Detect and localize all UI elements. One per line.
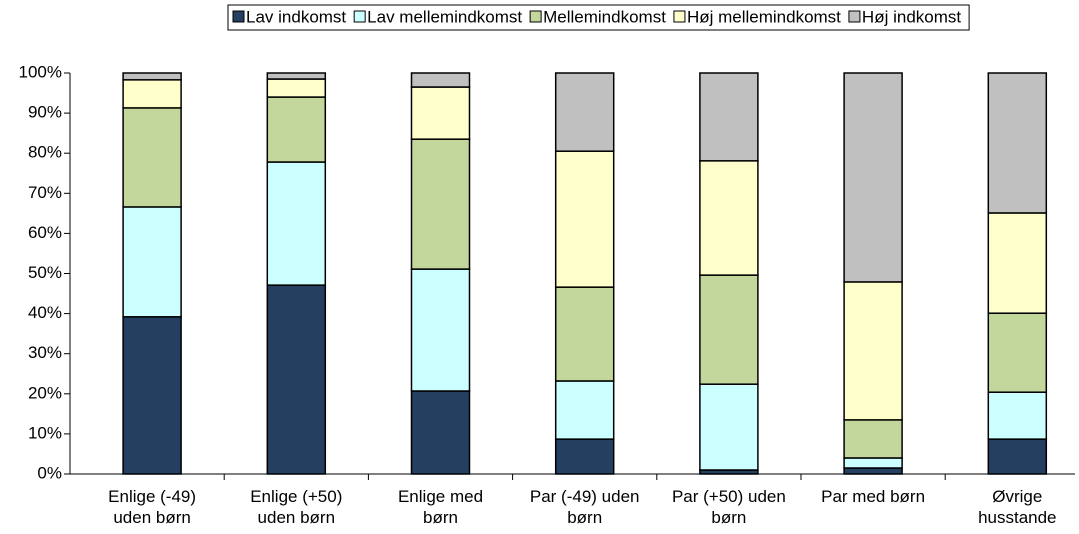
x-tick-label-line: husstande xyxy=(978,508,1056,527)
bar-segment xyxy=(699,383,759,471)
bar-segment xyxy=(554,438,615,475)
bar-segment xyxy=(987,312,1048,393)
bar-segment xyxy=(554,150,615,288)
bar-segment xyxy=(266,78,327,98)
x-tick-label-line: Par (+50) uden xyxy=(672,487,786,506)
x-tick-label-line: Enlige med xyxy=(398,487,483,506)
y-tick-label: 100% xyxy=(19,62,62,81)
legend-label: Høj indkomst xyxy=(862,7,961,26)
bar-segment xyxy=(122,79,182,109)
legend-box xyxy=(227,4,970,31)
bar-segment xyxy=(843,457,903,469)
x-tick-label: Enlige (-49) uden børn xyxy=(108,487,196,527)
x-tick-label: Par med børn xyxy=(821,487,925,506)
x-tick-label-line: børn xyxy=(711,508,746,527)
y-tick-label: 20% xyxy=(28,383,62,402)
y-tick-label: 70% xyxy=(28,183,62,202)
bar-segment xyxy=(554,72,615,152)
bar-segment xyxy=(843,72,903,283)
bar-segment xyxy=(266,161,327,286)
bar-segment xyxy=(987,212,1048,314)
legend-swatch xyxy=(353,10,366,23)
bar-segment xyxy=(699,72,759,162)
y-tick-label: 10% xyxy=(28,423,62,442)
bar-segment xyxy=(122,107,182,208)
x-tick-label-line: Enlige (-49) xyxy=(108,487,196,506)
y-tick-label: 60% xyxy=(28,223,62,242)
bar-segment xyxy=(410,268,471,392)
x-tick-label-line: uden børn xyxy=(113,508,191,527)
bar-segment xyxy=(122,206,182,318)
y-tick-label: 50% xyxy=(28,263,62,282)
x-tick-label-line: Par (-49) uden xyxy=(530,487,640,506)
bar-segment xyxy=(266,96,327,163)
legend-swatch xyxy=(529,10,542,23)
x-tick-label-line: Par med børn xyxy=(821,487,925,506)
legend-label: Høj mellemindkomst xyxy=(687,7,841,26)
legend-label: Lav indkomst xyxy=(246,7,346,26)
x-tick-label-line: børn xyxy=(423,508,458,527)
bar-segment xyxy=(699,274,759,385)
x-tick-label: Øvrige husstande xyxy=(978,487,1056,527)
legend-label: Mellemindkomst xyxy=(543,7,666,26)
bar-segment xyxy=(410,86,471,140)
bar-segment xyxy=(987,72,1048,214)
bar-segment xyxy=(122,72,182,81)
bar-segment xyxy=(843,419,903,459)
legend-swatch xyxy=(673,10,686,23)
y-tick-label: 30% xyxy=(28,343,62,362)
bar-segment xyxy=(266,72,327,80)
y-tick-label: 40% xyxy=(28,303,62,322)
legend-swatch xyxy=(232,10,245,23)
x-tick-label-line: Enlige (+50) xyxy=(250,487,342,506)
bar-segment xyxy=(987,391,1048,440)
legend-label: Lav mellemindkomst xyxy=(367,7,522,26)
legend-swatch xyxy=(848,10,861,23)
bar-segment xyxy=(987,438,1048,475)
y-tick-label: 90% xyxy=(28,103,62,122)
bar-segment xyxy=(410,138,471,270)
bar-segment xyxy=(122,316,182,475)
bar-segment xyxy=(843,281,903,421)
x-tick-label: Par (-49) uden børn xyxy=(530,487,640,527)
bar-segment xyxy=(554,380,615,440)
y-tick-label: 0% xyxy=(37,463,62,482)
y-tick-label: 80% xyxy=(28,143,62,162)
bar-segment xyxy=(699,160,759,276)
x-tick-label: Par (+50) uden børn xyxy=(672,487,786,527)
bar-segment xyxy=(843,467,903,475)
bar-segment xyxy=(410,390,471,475)
x-tick-label-line: uden børn xyxy=(258,508,336,527)
x-tick-label: Enlige med børn xyxy=(398,487,483,527)
bar-segment xyxy=(410,72,471,88)
x-tick-label: Enlige (+50) uden børn xyxy=(250,487,342,527)
bar-segment xyxy=(554,286,615,382)
bar-segment xyxy=(266,284,327,475)
x-tick-label-line: børn xyxy=(567,508,602,527)
x-tick-label-line: Øvrige xyxy=(992,487,1042,506)
